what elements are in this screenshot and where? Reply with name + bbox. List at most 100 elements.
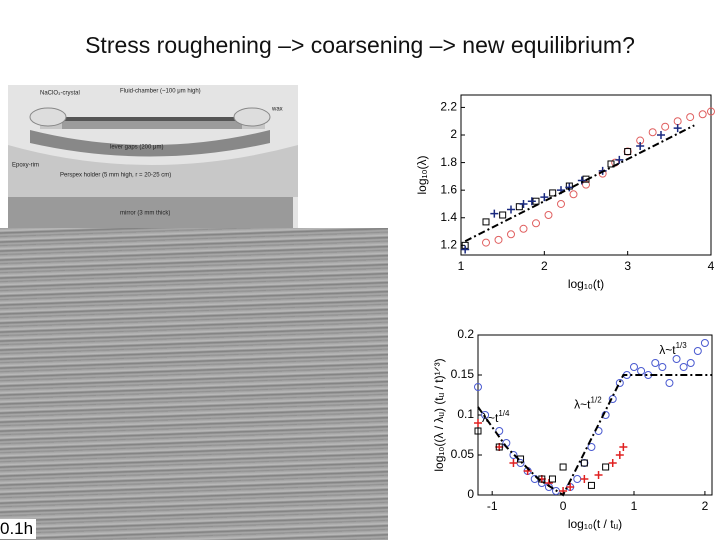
y-tick-label: 0.15: [451, 367, 475, 381]
photo-label: 0.1h: [0, 519, 37, 539]
y-axis-label: log₁₀((λ / λᵤ) (tᵤ / t)¹ᐟ³): [432, 358, 446, 471]
point: [707, 107, 715, 116]
y-tick-label: 2.2: [440, 100, 457, 114]
point: [672, 355, 681, 363]
point: [509, 459, 518, 467]
point: [565, 183, 574, 192]
point: [624, 148, 632, 156]
y-tick-label: 2: [450, 127, 457, 141]
diagram-label: wax: [271, 107, 283, 113]
chamber: [40, 121, 265, 129]
point: [544, 211, 553, 219]
point: [507, 230, 515, 239]
point: [549, 189, 557, 197]
point: [686, 359, 695, 367]
point: [673, 124, 682, 133]
x-axis-label: log₁₀(t): [568, 277, 604, 291]
annotation-exponent: 1/2: [591, 396, 603, 405]
y-tick-label: 0.1: [457, 407, 474, 421]
diagram-label: Epoxy-rim: [12, 163, 39, 169]
point: [630, 363, 638, 371]
glass: [30, 130, 270, 157]
point: [532, 219, 540, 228]
diagram-label: mirror (3 mm thick): [120, 211, 170, 217]
point: [559, 463, 567, 471]
x-tick-label: 4: [708, 259, 715, 273]
point: [657, 131, 665, 139]
x-tick-label: -1: [487, 499, 498, 513]
point: [557, 199, 565, 208]
point: [700, 339, 709, 347]
x-tick-label: 1: [458, 259, 465, 273]
point: [580, 475, 589, 483]
crystal-photo: [0, 228, 388, 540]
apparatus-diagram: NaClO₃-crystal Fluid-chamber (~100 μm hi…: [8, 85, 298, 230]
y-tick-label: 1.6: [440, 182, 457, 196]
point: [474, 419, 482, 427]
point: [661, 122, 670, 131]
annotation-text: λ~t: [659, 343, 676, 357]
point: [693, 347, 702, 355]
point: [519, 199, 528, 208]
point: [679, 363, 688, 371]
x-tick-label: 0: [560, 499, 567, 513]
annotation-text: λ~t: [574, 398, 591, 412]
point: [698, 110, 707, 119]
diagram-label: lever gaps (200 μm): [110, 145, 163, 151]
annotation-exponent: 1/4: [498, 409, 510, 418]
diagram-label: Fluid-chamber (~100 μm high): [120, 89, 201, 95]
point: [587, 481, 595, 489]
diagram-label: Perspex holder (5 mm high, r = 20-25 cm): [60, 173, 171, 179]
y-tick-label: 1.2: [440, 238, 457, 252]
point: [495, 427, 504, 435]
y-tick-label: 1.4: [440, 210, 457, 224]
point: [495, 443, 503, 451]
point: [615, 451, 624, 459]
y-tick-label: 0: [467, 487, 474, 501]
wax-left: [29, 107, 67, 127]
slide-title: Stress roughening –> coarsening –> new e…: [85, 32, 635, 58]
annotation: λ~t1/2: [574, 396, 602, 412]
point: [686, 113, 695, 122]
point: [519, 224, 528, 233]
point: [607, 160, 615, 168]
point: [481, 411, 490, 419]
point: [507, 205, 515, 214]
annotation-text: λ~t: [482, 411, 499, 425]
point: [648, 128, 657, 137]
plot-frame: [477, 334, 713, 496]
mirror: [8, 197, 293, 230]
x-tick-label: 2: [702, 499, 709, 513]
fit-line: [477, 374, 712, 497]
annotation: λ~t1/4: [482, 409, 510, 425]
point: [665, 379, 674, 387]
point: [601, 411, 610, 419]
point: [527, 197, 536, 206]
point: [615, 155, 624, 164]
point: [608, 459, 617, 467]
point: [619, 443, 628, 451]
point: [580, 459, 588, 467]
point: [587, 443, 596, 451]
diagram-label: NaClO₃-crystal: [40, 91, 80, 97]
point: [461, 245, 470, 254]
point: [594, 471, 603, 479]
x-tick-label: 3: [624, 259, 631, 273]
y-tick-label: 0.05: [451, 447, 475, 461]
point: [636, 142, 645, 151]
point: [582, 180, 590, 189]
point: [499, 211, 507, 219]
annotation-exponent: 1/3: [676, 341, 688, 350]
point: [490, 209, 499, 218]
point: [602, 463, 610, 471]
point: [474, 383, 482, 391]
x-axis-label: log₁₀(t / tᵤ): [568, 517, 622, 531]
point: [494, 235, 503, 244]
fit-line: [464, 124, 695, 243]
x-tick-label: 1: [631, 499, 638, 513]
y-tick-label: 0.2: [457, 327, 474, 341]
point: [548, 475, 556, 483]
point: [515, 203, 523, 211]
holder: [8, 145, 298, 197]
